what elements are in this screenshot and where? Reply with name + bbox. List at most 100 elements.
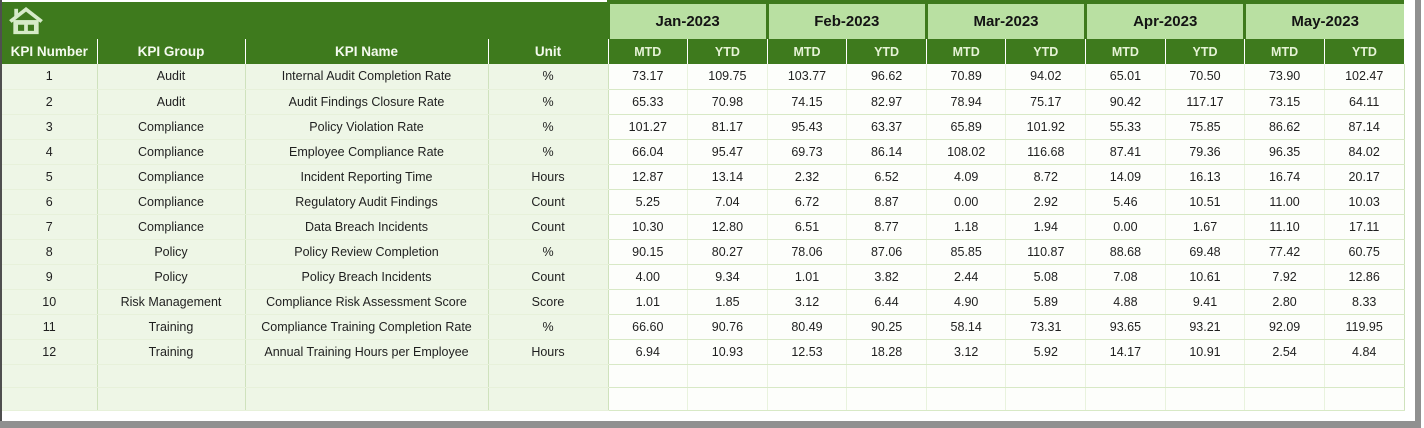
cell-value[interactable]: 6.51	[767, 214, 848, 240]
cell-value[interactable]: 6.44	[846, 289, 927, 315]
cell-value[interactable]: 87.41	[1085, 139, 1166, 165]
cell-kpi-name[interactable]: Audit Findings Closure Rate	[245, 89, 489, 115]
cell-kpi-name[interactable]: Data Breach Incidents	[245, 214, 489, 240]
cell-empty[interactable]	[97, 364, 246, 388]
month-header-apr[interactable]: Apr-2023	[1084, 0, 1245, 39]
cell-unit[interactable]: Hours	[488, 339, 609, 365]
cell-kpi-group[interactable]: Training	[97, 314, 246, 340]
month-header-jan[interactable]: Jan-2023	[606, 0, 768, 39]
cell-empty[interactable]	[846, 364, 927, 388]
cell-value[interactable]: 10.93	[687, 339, 768, 365]
cell-value[interactable]: 16.13	[1165, 164, 1246, 190]
cell-kpi-group[interactable]: Audit	[97, 64, 246, 90]
cell-value[interactable]: 87.14	[1324, 114, 1405, 140]
cell-value[interactable]: 80.49	[767, 314, 848, 340]
subheader-ytd[interactable]: YTD	[846, 39, 927, 64]
cell-value[interactable]: 73.15	[1244, 89, 1325, 115]
cell-kpi-name[interactable]: Incident Reporting Time	[245, 164, 489, 190]
cell-value[interactable]: 102.47	[1324, 64, 1405, 90]
cell-kpi-group[interactable]: Policy	[97, 264, 246, 290]
cell-value[interactable]: 66.60	[608, 314, 689, 340]
cell-value[interactable]: 1.01	[608, 289, 689, 315]
cell-value[interactable]: 86.62	[1244, 114, 1325, 140]
cell-value[interactable]: 20.17	[1324, 164, 1405, 190]
cell-empty[interactable]	[1085, 364, 1166, 388]
cell-value[interactable]: 5.92	[1005, 339, 1087, 365]
cell-empty[interactable]	[2, 364, 98, 388]
cell-value[interactable]: 8.77	[846, 214, 927, 240]
cell-kpi-group[interactable]: Audit	[97, 89, 246, 115]
cell-unit[interactable]: Hours	[488, 164, 609, 190]
cell-kpi-name[interactable]: Policy Review Completion	[245, 239, 489, 265]
cell-value[interactable]: 6.52	[846, 164, 927, 190]
cell-empty[interactable]	[1005, 364, 1087, 388]
cell-unit[interactable]: %	[488, 64, 609, 90]
cell-value[interactable]: 79.36	[1165, 139, 1246, 165]
cell-value[interactable]: 96.62	[846, 64, 927, 90]
cell-empty[interactable]	[846, 387, 927, 411]
cell-value[interactable]: 85.85	[926, 239, 1007, 265]
cell-kpi-name[interactable]: Employee Compliance Rate	[245, 139, 489, 165]
cell-value[interactable]: 7.04	[687, 189, 768, 215]
cell-kpi-number[interactable]: 9	[2, 264, 98, 290]
cell-value[interactable]: 12.87	[608, 164, 689, 190]
cell-unit[interactable]: %	[488, 139, 609, 165]
cell-kpi-number[interactable]: 11	[2, 314, 98, 340]
cell-value[interactable]: 81.17	[687, 114, 768, 140]
cell-kpi-name[interactable]: Regulatory Audit Findings	[245, 189, 489, 215]
cell-unit[interactable]: %	[488, 314, 609, 340]
cell-value[interactable]: 10.51	[1165, 189, 1246, 215]
cell-value[interactable]: 1.18	[926, 214, 1007, 240]
cell-value[interactable]: 4.90	[926, 289, 1007, 315]
month-header-may[interactable]: May-2023	[1243, 0, 1404, 39]
cell-empty[interactable]	[767, 364, 848, 388]
cell-value[interactable]: 4.84	[1324, 339, 1405, 365]
cell-kpi-name[interactable]: Compliance Training Completion Rate	[245, 314, 489, 340]
cell-value[interactable]: 16.74	[1244, 164, 1325, 190]
cell-value[interactable]: 1.67	[1165, 214, 1246, 240]
cell-unit[interactable]: %	[488, 89, 609, 115]
cell-value[interactable]: 92.09	[1244, 314, 1325, 340]
cell-value[interactable]: 78.06	[767, 239, 848, 265]
cell-value[interactable]: 70.89	[926, 64, 1007, 90]
cell-value[interactable]: 78.94	[926, 89, 1007, 115]
cell-value[interactable]: 11.00	[1244, 189, 1325, 215]
cell-value[interactable]: 119.95	[1324, 314, 1405, 340]
cell-value[interactable]: 10.91	[1165, 339, 1246, 365]
cell-value[interactable]: 65.33	[608, 89, 689, 115]
cell-value[interactable]: 70.50	[1165, 64, 1246, 90]
cell-value[interactable]: 11.10	[1244, 214, 1325, 240]
cell-value[interactable]: 95.43	[767, 114, 848, 140]
cell-kpi-number[interactable]: 5	[2, 164, 98, 190]
cell-unit[interactable]: %	[488, 239, 609, 265]
cell-empty[interactable]	[488, 387, 609, 411]
cell-value[interactable]: 14.09	[1085, 164, 1166, 190]
cell-value[interactable]: 55.33	[1085, 114, 1166, 140]
cell-kpi-group[interactable]: Risk Management	[97, 289, 246, 315]
cell-kpi-number[interactable]: 2	[2, 89, 98, 115]
column-header-kpi-name[interactable]: KPI Name	[244, 39, 488, 64]
cell-kpi-name[interactable]: Policy Violation Rate	[245, 114, 489, 140]
cell-kpi-group[interactable]: Compliance	[97, 139, 246, 165]
cell-empty[interactable]	[245, 387, 489, 411]
cell-kpi-number[interactable]: 12	[2, 339, 98, 365]
cell-value[interactable]: 70.98	[687, 89, 768, 115]
cell-value[interactable]: 2.80	[1244, 289, 1325, 315]
cell-value[interactable]: 2.44	[926, 264, 1007, 290]
cell-kpi-name[interactable]: Internal Audit Completion Rate	[245, 64, 489, 90]
cell-value[interactable]: 84.02	[1324, 139, 1405, 165]
cell-kpi-group[interactable]: Compliance	[97, 189, 246, 215]
cell-value[interactable]: 80.27	[687, 239, 768, 265]
cell-value[interactable]: 75.17	[1005, 89, 1087, 115]
cell-kpi-number[interactable]: 6	[2, 189, 98, 215]
cell-value[interactable]: 1.94	[1005, 214, 1087, 240]
column-header-unit[interactable]: Unit	[487, 39, 608, 64]
cell-empty[interactable]	[1324, 364, 1405, 388]
cell-value[interactable]: 14.17	[1085, 339, 1166, 365]
cell-value[interactable]: 3.82	[846, 264, 927, 290]
cell-value[interactable]: 108.02	[926, 139, 1007, 165]
home-icon[interactable]	[9, 6, 607, 36]
cell-value[interactable]: 10.30	[608, 214, 689, 240]
cell-value[interactable]: 86.14	[846, 139, 927, 165]
cell-value[interactable]: 17.11	[1324, 214, 1405, 240]
